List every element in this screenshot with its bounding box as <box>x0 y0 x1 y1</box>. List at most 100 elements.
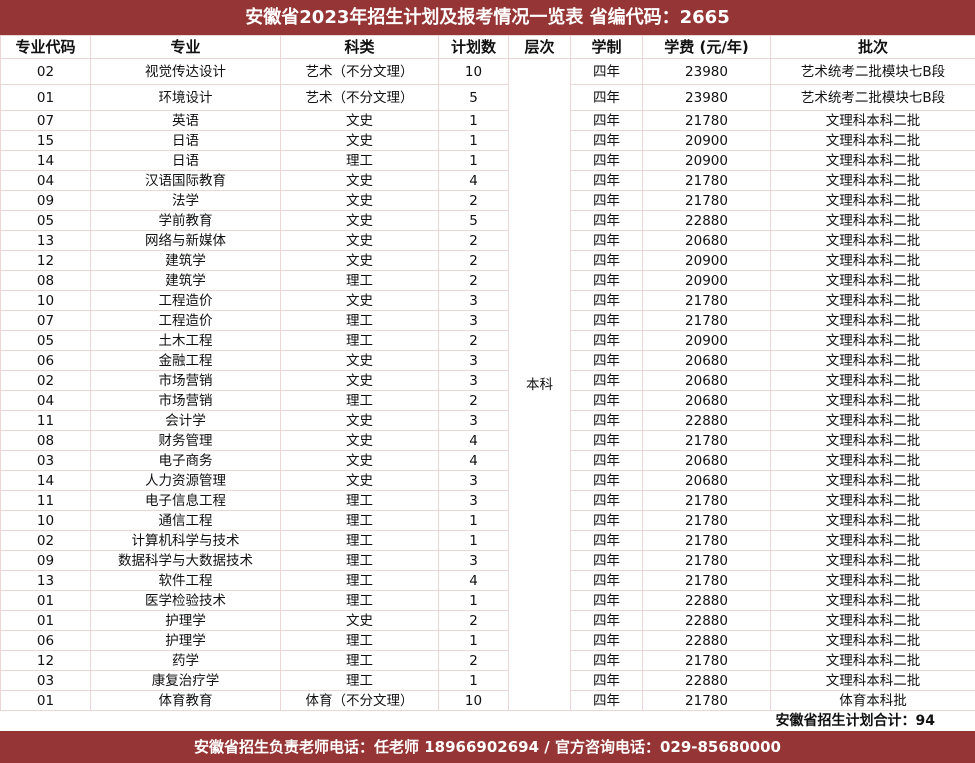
cell-category: 理工 <box>281 331 439 351</box>
cell-code: 04 <box>1 171 91 191</box>
cell-code: 01 <box>1 85 91 111</box>
header-duration: 学制 <box>571 36 643 59</box>
header-batch: 批次 <box>771 36 975 59</box>
cell-category: 体育（不分文理） <box>281 691 439 711</box>
cell-batch: 艺术统考二批模块七B段 <box>771 59 975 85</box>
cell-category: 理工 <box>281 311 439 331</box>
cell-code: 12 <box>1 251 91 271</box>
cell-category: 理工 <box>281 651 439 671</box>
cell-category: 文史 <box>281 351 439 371</box>
cell-major: 视觉传达设计 <box>91 59 281 85</box>
cell-plan: 4 <box>439 171 509 191</box>
cell-duration: 四年 <box>571 131 643 151</box>
cell-duration: 四年 <box>571 691 643 711</box>
cell-code: 14 <box>1 151 91 171</box>
cell-level: 本科 <box>509 59 571 711</box>
cell-batch: 文理科本科二批 <box>771 171 975 191</box>
cell-batch: 文理科本科二批 <box>771 571 975 591</box>
cell-category: 理工 <box>281 671 439 691</box>
header-row: 专业代码 专业 科类 计划数 层次 学制 学费 (元/年) 批次 <box>1 36 975 59</box>
cell-category: 文史 <box>281 191 439 211</box>
cell-duration: 四年 <box>571 331 643 351</box>
cell-plan: 3 <box>439 351 509 371</box>
cell-category: 文史 <box>281 451 439 471</box>
cell-plan: 5 <box>439 85 509 111</box>
cell-category: 理工 <box>281 571 439 591</box>
cell-category: 文史 <box>281 471 439 491</box>
cell-category: 理工 <box>281 151 439 171</box>
total-summary: 安徽省招生计划合计：94 <box>0 711 975 731</box>
cell-plan: 1 <box>439 671 509 691</box>
cell-fee: 23980 <box>643 59 771 85</box>
cell-category: 文史 <box>281 411 439 431</box>
cell-batch: 文理科本科二批 <box>771 491 975 511</box>
cell-duration: 四年 <box>571 111 643 131</box>
cell-fee: 22880 <box>643 411 771 431</box>
cell-fee: 21780 <box>643 311 771 331</box>
cell-major: 工程造价 <box>91 311 281 331</box>
cell-duration: 四年 <box>571 671 643 691</box>
cell-fee: 20680 <box>643 471 771 491</box>
cell-fee: 20680 <box>643 371 771 391</box>
cell-batch: 文理科本科二批 <box>771 551 975 571</box>
cell-fee: 21780 <box>643 531 771 551</box>
cell-category: 文史 <box>281 171 439 191</box>
cell-category: 文史 <box>281 211 439 231</box>
cell-plan: 3 <box>439 291 509 311</box>
cell-code: 14 <box>1 471 91 491</box>
cell-batch: 文理科本科二批 <box>771 371 975 391</box>
cell-plan: 2 <box>439 651 509 671</box>
cell-batch: 文理科本科二批 <box>771 151 975 171</box>
cell-major: 药学 <box>91 651 281 671</box>
cell-batch: 文理科本科二批 <box>771 191 975 211</box>
cell-category: 文史 <box>281 131 439 151</box>
cell-batch: 文理科本科二批 <box>771 451 975 471</box>
cell-major: 法学 <box>91 191 281 211</box>
cell-category: 理工 <box>281 531 439 551</box>
cell-category: 理工 <box>281 511 439 531</box>
cell-duration: 四年 <box>571 59 643 85</box>
cell-code: 07 <box>1 111 91 131</box>
cell-fee: 20680 <box>643 231 771 251</box>
cell-category: 艺术（不分文理） <box>281 59 439 85</box>
cell-major: 日语 <box>91 151 281 171</box>
cell-fee: 22880 <box>643 611 771 631</box>
cell-duration: 四年 <box>571 211 643 231</box>
cell-plan: 2 <box>439 191 509 211</box>
cell-batch: 文理科本科二批 <box>771 271 975 291</box>
cell-major: 康复治疗学 <box>91 671 281 691</box>
cell-plan: 2 <box>439 251 509 271</box>
cell-major: 建筑学 <box>91 251 281 271</box>
cell-code: 12 <box>1 651 91 671</box>
cell-fee: 21780 <box>643 511 771 531</box>
cell-major: 环境设计 <box>91 85 281 111</box>
cell-code: 06 <box>1 351 91 371</box>
contact-footer: 安徽省招生负责老师电话：任老师 18966902694 / 官方咨询电话：029… <box>0 731 975 763</box>
cell-code: 10 <box>1 511 91 531</box>
page-title: 安徽省2023年招生计划及报考情况一览表 省编代码：2665 <box>0 0 975 35</box>
cell-major: 网络与新媒体 <box>91 231 281 251</box>
cell-major: 电子商务 <box>91 451 281 471</box>
cell-plan: 2 <box>439 611 509 631</box>
cell-batch: 文理科本科二批 <box>771 651 975 671</box>
cell-major: 电子信息工程 <box>91 491 281 511</box>
header-plan: 计划数 <box>439 36 509 59</box>
cell-plan: 1 <box>439 591 509 611</box>
cell-batch: 文理科本科二批 <box>771 291 975 311</box>
cell-major: 财务管理 <box>91 431 281 451</box>
cell-fee: 21780 <box>643 551 771 571</box>
